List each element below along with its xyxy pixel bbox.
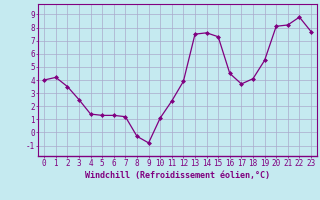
X-axis label: Windchill (Refroidissement éolien,°C): Windchill (Refroidissement éolien,°C) <box>85 171 270 180</box>
